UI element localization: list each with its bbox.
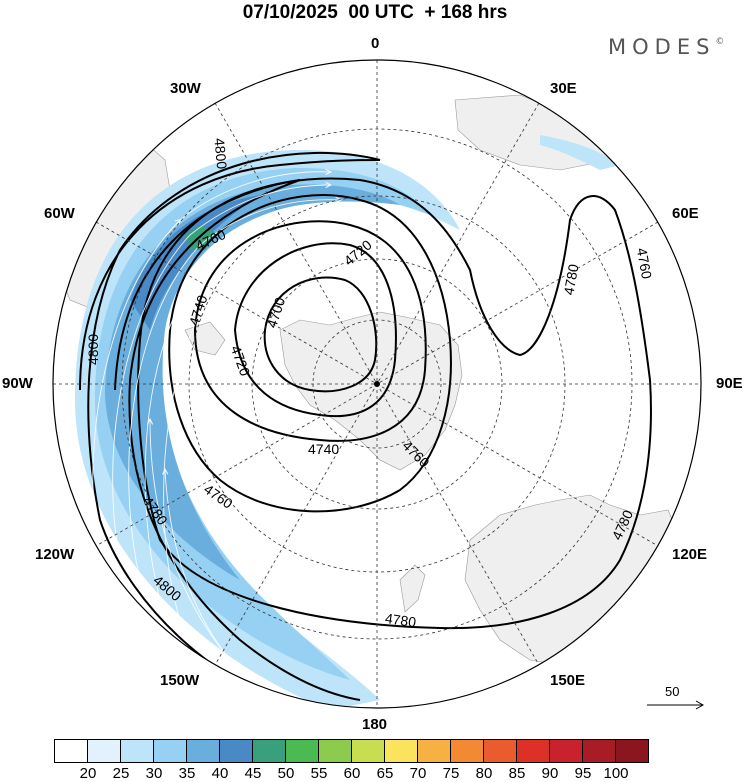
antarctica-land <box>279 311 463 471</box>
reference-vector-arrow <box>647 700 705 710</box>
lon-label-180: 180 <box>362 716 388 733</box>
colorbar-swatch <box>384 739 418 763</box>
colorbar-label: 25 <box>112 765 130 782</box>
lon-label-60e: 60E <box>672 205 699 222</box>
contour-label: 4780 <box>560 263 581 297</box>
colorbar-label: 50 <box>277 765 295 782</box>
colorbar-label: 70 <box>409 765 427 782</box>
contour-4720 <box>233 242 397 418</box>
lon-label-90w: 90W <box>2 375 33 392</box>
reference-vector-label: 50 <box>665 684 680 699</box>
colorbar-label: 65 <box>376 765 394 782</box>
map-title: 07/10/2025 00 UTC + 168 hrs <box>242 2 508 23</box>
colorbar-label: 35 <box>178 765 196 782</box>
colorbar-swatch <box>450 739 484 763</box>
colorbar-label: 85 <box>508 765 526 782</box>
colorbar-swatch <box>615 739 649 763</box>
colorbar-swatch <box>54 739 88 763</box>
colorbar-swatch <box>516 739 550 763</box>
colorbar-swatch <box>549 739 583 763</box>
colorbar-label: 80 <box>475 765 493 782</box>
lon-label-60w: 60W <box>44 205 75 222</box>
lon-label-150e: 150E <box>550 672 586 689</box>
colorbar-label: 40 <box>211 765 229 782</box>
colorbar-label: 100 <box>603 765 629 782</box>
lon-label-120e: 120E <box>672 546 708 563</box>
colorbar <box>54 739 649 763</box>
lon-label-150w: 150W <box>160 672 200 689</box>
lon-label-30e: 30E <box>550 80 577 97</box>
polar-map: 4700 4720 4720 4740 4740 4760 4760 4760 … <box>52 59 702 709</box>
colorbar-swatch <box>417 739 451 763</box>
colorbar-swatch <box>87 739 121 763</box>
contour-4780 <box>137 177 652 630</box>
colorbar-label: 90 <box>541 765 559 782</box>
lon-label-120w: 120W <box>35 546 75 563</box>
colorbar-label: 30 <box>145 765 163 782</box>
lon-label-30w: 30W <box>170 80 201 97</box>
colorbar-label: 75 <box>442 765 460 782</box>
lon-label-0: 0 <box>371 35 380 52</box>
colorbar-swatch <box>252 739 286 763</box>
colorbar-swatch <box>483 739 517 763</box>
colorbar-swatch <box>582 739 616 763</box>
contour-4740 <box>193 220 427 442</box>
map-boundary <box>52 59 702 709</box>
contour-label: 4800 <box>211 137 230 170</box>
wind-streamlines <box>92 172 360 691</box>
colorbar-label: 55 <box>310 765 328 782</box>
modes-logo: MODES© <box>608 35 724 59</box>
copyright-mark: © <box>715 37 725 47</box>
colorbar-swatch <box>153 739 187 763</box>
contour-4700 <box>263 276 378 393</box>
colorbar-swatch <box>285 739 319 763</box>
colorbar-swatch <box>120 739 154 763</box>
colorbar-swatch <box>351 739 385 763</box>
colorbar-label: 95 <box>574 765 592 782</box>
new-zealand-land <box>399 564 426 613</box>
brand-name: MODES <box>608 35 716 59</box>
colorbar-swatch <box>318 739 352 763</box>
colorbar-swatch <box>186 739 220 763</box>
contour-label: 4800 <box>85 334 101 365</box>
colorbar-label: 20 <box>79 765 97 782</box>
colorbar-label: 45 <box>244 765 262 782</box>
colorbar-label: 60 <box>343 765 361 782</box>
south-pole-marker <box>374 381 380 387</box>
colorbar-swatch <box>219 739 253 763</box>
contour-label: 4760 <box>634 247 655 281</box>
lon-label-90e: 90E <box>716 375 743 392</box>
contour-label: 4780 <box>384 610 417 630</box>
contour-label: 4740 <box>308 441 339 457</box>
